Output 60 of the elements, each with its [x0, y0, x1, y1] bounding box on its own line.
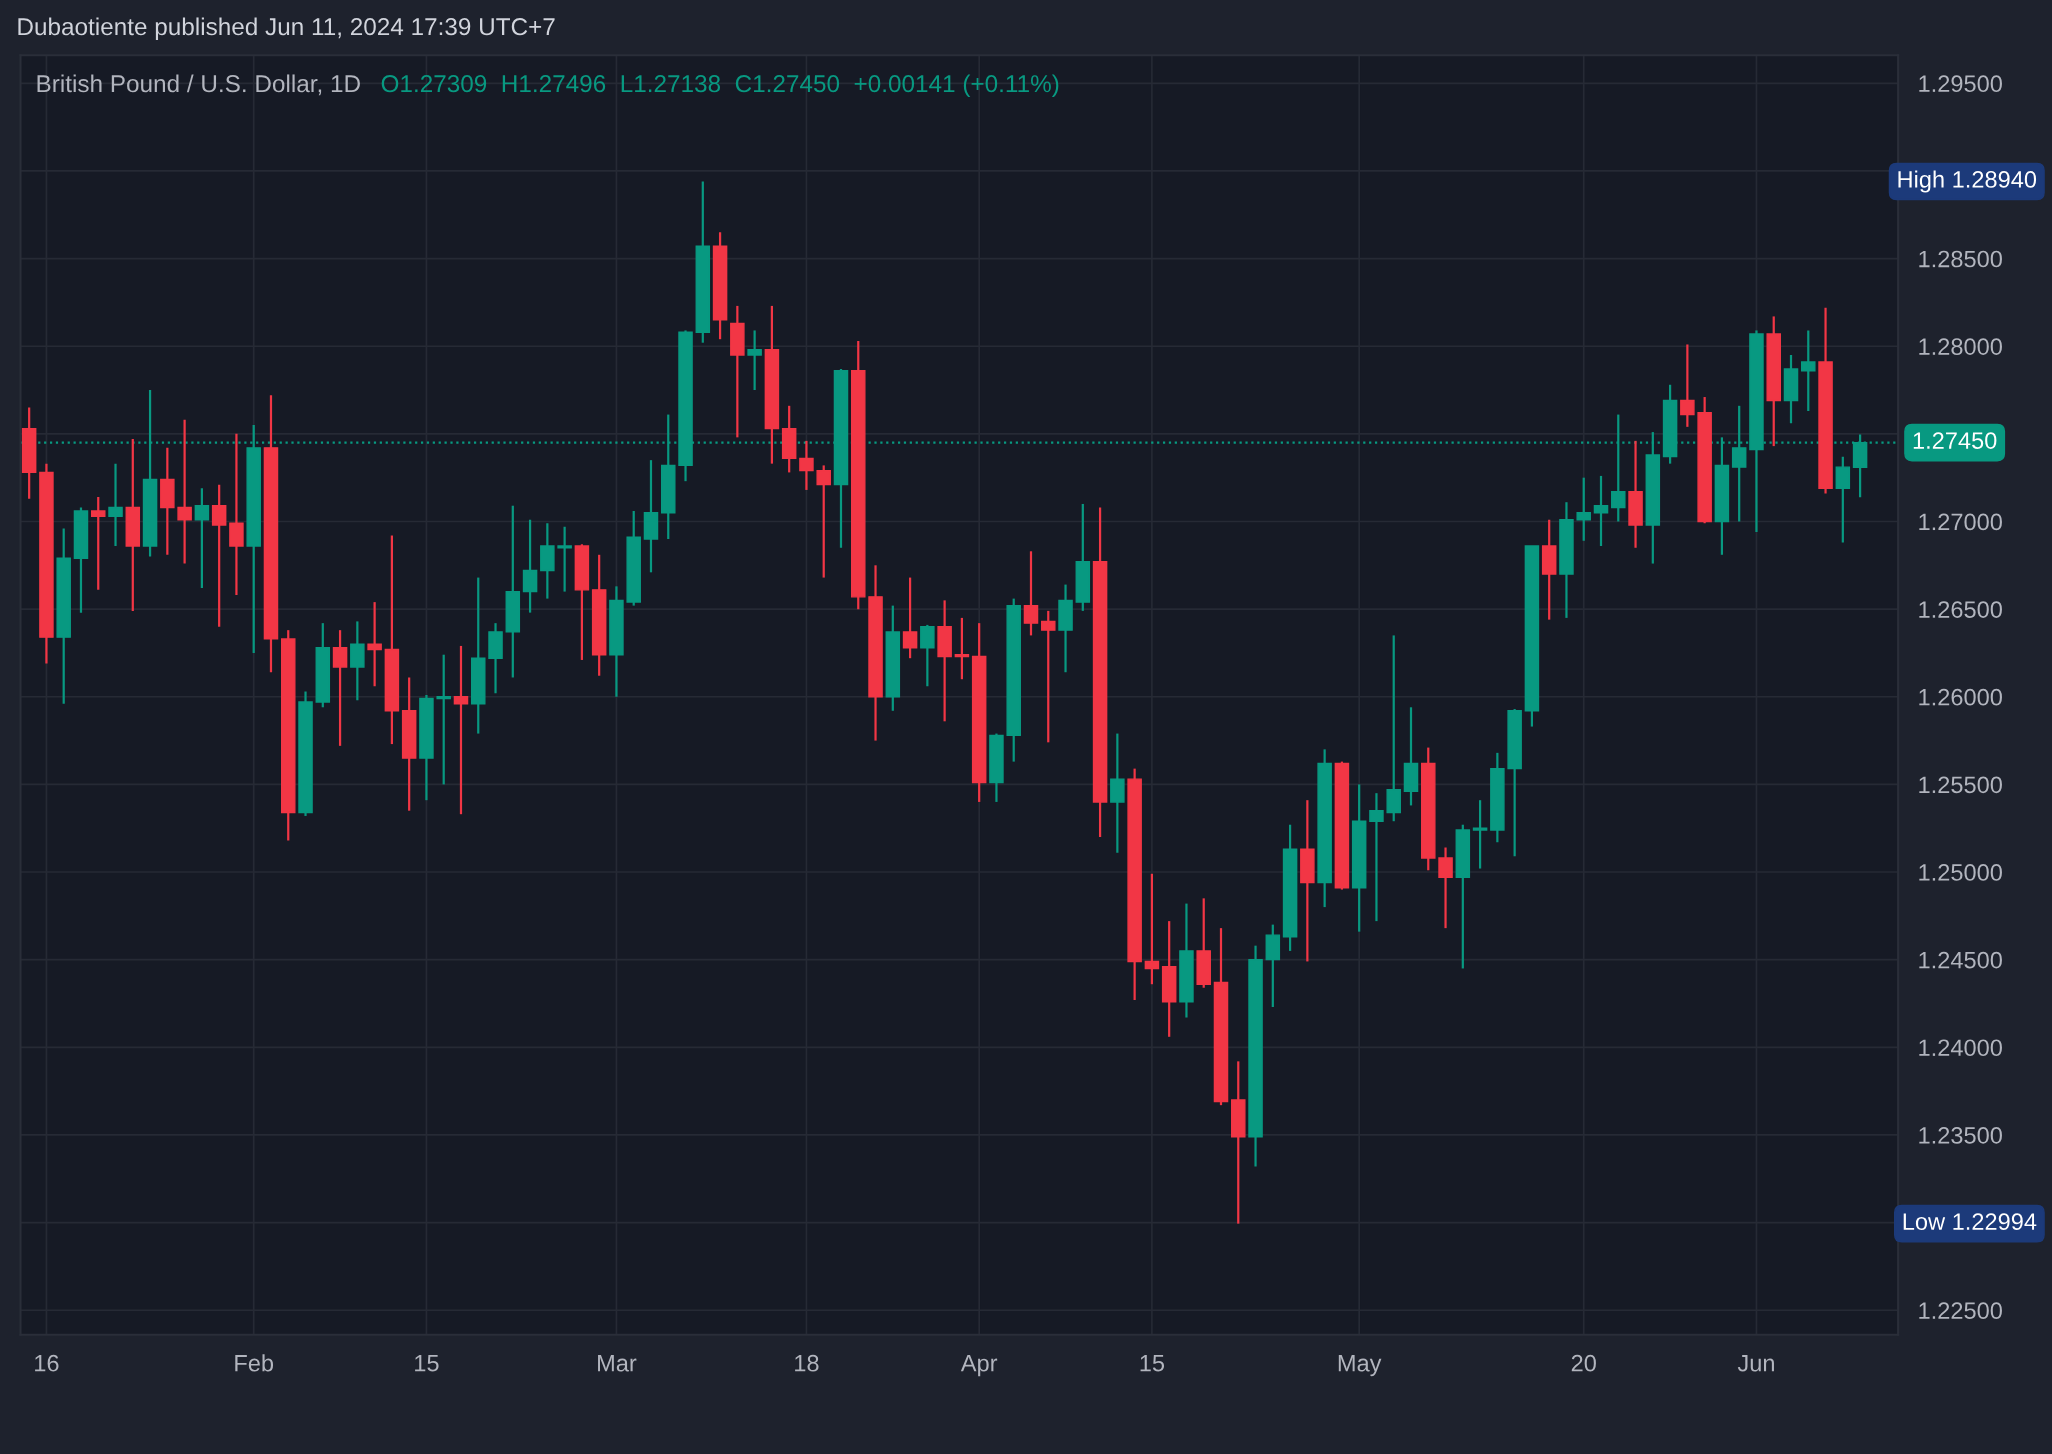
candlestick: [1801, 329, 1816, 413]
x-tick-label: 16: [35, 1354, 59, 1372]
text: High 1.28940: [1898, 170, 2037, 193]
y-tick-label: 1.28500: [1919, 250, 2002, 268]
x-tick-label: Mar: [598, 1355, 637, 1372]
y-tick-label: 1.26500: [1919, 601, 2002, 618]
y-tick-label: 1.29500: [1919, 75, 2002, 93]
y-tick-label: 1.25000: [1919, 864, 2002, 881]
y-tick-label: 1.23500: [1919, 1127, 2002, 1144]
candlestick: [1680, 343, 1695, 428]
y-tick-label: 1.24500: [1919, 951, 2002, 969]
candlestick: [522, 518, 538, 614]
candlestick: [350, 620, 365, 702]
candlestick: [1144, 872, 1160, 986]
x-tick-label: Apr: [960, 1355, 998, 1377]
candlestick: [367, 601, 382, 688]
candlestick: [1438, 846, 1453, 930]
x-tick-label: 18: [795, 1354, 819, 1372]
candlestick: [954, 616, 970, 681]
y-tick-label: 1.27000: [1919, 513, 2002, 531]
candlestick: [453, 644, 469, 816]
candlestick: [332, 629, 348, 747]
x-tick-label: Jun: [1737, 1355, 1774, 1372]
y-tick-label: 1.25500: [1919, 776, 2002, 794]
annotation: O1.27309 H1.27496 L1.27138 C1.27450 +0.00141 (+0.11%): [381, 74, 1059, 98]
candlestick: [816, 464, 831, 579]
text: Low 1.22994: [1903, 1213, 2037, 1230]
candlestick: [1369, 792, 1384, 923]
candlestick: [902, 576, 918, 660]
candlestick: [108, 462, 123, 548]
candlestick: [1593, 474, 1609, 548]
candlestick: [1023, 550, 1039, 637]
x-tick-label: 15: [1140, 1355, 1165, 1372]
candlestick: [920, 623, 935, 688]
candlestick: [211, 483, 227, 628]
ref-line-label: 1.27450: [1913, 432, 1997, 449]
y-tick-label: 1.24000: [1919, 1039, 2002, 1057]
candlestick: [1041, 609, 1056, 744]
x-tick-label: May: [1338, 1355, 1382, 1377]
candlestick: [90, 495, 106, 591]
y-tick-label: 1.22500: [1919, 1302, 2002, 1320]
candlestick: [1110, 732, 1125, 854]
x-tick-label: 15: [415, 1355, 439, 1372]
candlestick: [194, 487, 210, 590]
candlestick: [1472, 799, 1488, 870]
y-tick-label: 1.26000: [1919, 688, 2002, 706]
candlestick: [1576, 476, 1591, 542]
y-tick-label: 1.28000: [1919, 338, 2002, 355]
text: British Pound / U.S. Dollar, 1D: [37, 74, 360, 96]
candlestick: [229, 432, 244, 597]
candlestick: [799, 439, 814, 492]
candlestick: [557, 525, 572, 593]
candlestick: [1386, 634, 1401, 823]
candlestick: [1835, 455, 1851, 544]
chart-subtitle: Dubaotiente published Jun 11, 2024 17:39 UTC+7: [18, 17, 555, 41]
x-tick-label: Feb: [235, 1354, 274, 1372]
candlestick: [177, 418, 192, 565]
x-tick-label: 20: [1571, 1354, 1596, 1372]
candlestick: [747, 329, 762, 392]
candlestick: [436, 653, 451, 786]
